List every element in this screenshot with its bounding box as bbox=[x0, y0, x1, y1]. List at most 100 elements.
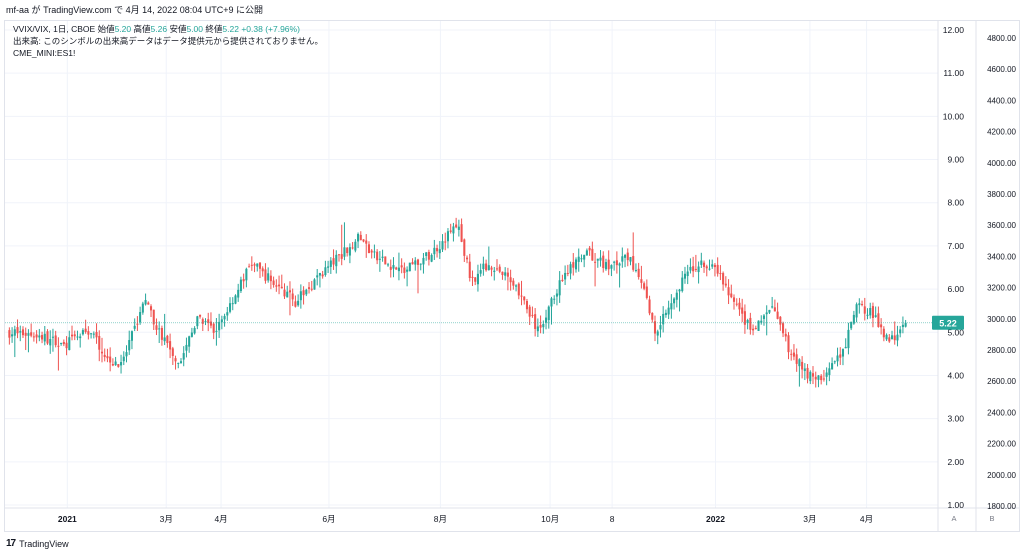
es-tick-label: 4600.00 bbox=[987, 65, 1016, 74]
candle-body bbox=[174, 358, 177, 362]
publisher-user[interactable]: mf-aa bbox=[6, 5, 30, 15]
scale-b-button[interactable]: B bbox=[989, 514, 995, 523]
candle-body bbox=[708, 268, 711, 270]
candle-body bbox=[149, 306, 153, 311]
candle-body bbox=[228, 303, 232, 312]
price-tick-label: 8.00 bbox=[947, 198, 964, 208]
es-tick-label: 4400.00 bbox=[987, 96, 1016, 105]
candle-body bbox=[117, 364, 120, 367]
candle-body bbox=[624, 254, 627, 258]
legend-low: 5.00 bbox=[186, 24, 204, 34]
header-site[interactable]: TradingView.com bbox=[43, 5, 112, 15]
candle-body bbox=[877, 313, 880, 327]
candle-body bbox=[476, 273, 479, 285]
candle-body bbox=[501, 271, 504, 276]
candle-body bbox=[656, 331, 659, 336]
candle-body bbox=[343, 247, 346, 257]
candle-body bbox=[389, 266, 392, 270]
footer-branding: 17 TradingView bbox=[6, 536, 69, 552]
candle-body bbox=[512, 280, 515, 286]
candle-body bbox=[321, 274, 324, 277]
candle-body bbox=[545, 317, 548, 323]
header-de: で bbox=[114, 5, 124, 15]
candle-body bbox=[381, 256, 384, 258]
candle-body bbox=[139, 312, 142, 323]
time-tick-label: 3月 bbox=[803, 514, 816, 524]
candle-body bbox=[539, 324, 542, 328]
candle-body bbox=[678, 289, 681, 292]
candle-body bbox=[147, 302, 150, 305]
candle-body bbox=[65, 342, 68, 349]
candle-body bbox=[245, 268, 248, 281]
legend-symbol[interactable]: VVIX/VIX, 1日, CBOE bbox=[13, 24, 96, 34]
candle-body bbox=[395, 267, 398, 270]
candle-body bbox=[373, 251, 376, 253]
candle-body bbox=[776, 311, 779, 319]
candle-body bbox=[13, 329, 16, 336]
legend-second-symbol[interactable]: CME_MINI:ES1! bbox=[13, 48, 76, 58]
price-tick-label: 1.00 bbox=[947, 500, 964, 510]
candle-body bbox=[757, 320, 760, 331]
candle-body bbox=[468, 261, 471, 278]
candle-body bbox=[828, 368, 831, 376]
candle-body bbox=[632, 256, 635, 270]
candle-body bbox=[634, 269, 637, 271]
candle-body bbox=[686, 271, 689, 277]
candle-body bbox=[38, 335, 41, 338]
candle-body bbox=[471, 276, 474, 278]
candle-body bbox=[367, 244, 370, 253]
candle-body bbox=[179, 361, 183, 363]
candle-body bbox=[841, 349, 845, 357]
header-ga: が bbox=[31, 5, 41, 15]
candle-body bbox=[188, 336, 191, 347]
auto-scale-button[interactable]: A bbox=[951, 514, 957, 523]
candle-body bbox=[220, 319, 223, 323]
candle-body bbox=[310, 288, 313, 290]
candle-body bbox=[335, 254, 338, 267]
candle-body bbox=[615, 260, 618, 266]
candle-body bbox=[613, 261, 616, 263]
candle-body bbox=[531, 314, 534, 316]
candle-body bbox=[479, 270, 482, 274]
candle-body bbox=[359, 234, 362, 241]
candle-body bbox=[640, 279, 643, 283]
candle-body bbox=[24, 332, 27, 336]
candle-body bbox=[904, 322, 907, 327]
candle-body bbox=[256, 263, 259, 267]
candle-body bbox=[577, 256, 580, 262]
candle-body bbox=[21, 329, 25, 336]
candle-body bbox=[673, 298, 676, 304]
candle-body bbox=[626, 252, 629, 261]
candle-body bbox=[318, 272, 321, 276]
candle-body bbox=[732, 297, 736, 302]
candle-body bbox=[594, 261, 597, 263]
candle-body bbox=[792, 352, 795, 357]
time-tick-label: 3月 bbox=[160, 514, 173, 524]
candle-body bbox=[487, 265, 490, 271]
candle-body bbox=[299, 291, 302, 301]
candle-body bbox=[204, 321, 207, 323]
candle-body bbox=[446, 231, 450, 242]
candle-body bbox=[357, 233, 360, 242]
es-tick-label: 2400.00 bbox=[987, 408, 1016, 417]
candle-body bbox=[604, 262, 608, 270]
candle-body bbox=[621, 256, 624, 262]
candle-body bbox=[694, 268, 697, 270]
candle-body bbox=[332, 258, 335, 265]
candle-body bbox=[602, 255, 605, 269]
legend-close: 5.22 bbox=[222, 24, 239, 34]
candle-body bbox=[49, 339, 52, 346]
time-tick-label: 8 bbox=[610, 514, 615, 524]
candle-body bbox=[455, 224, 458, 228]
candle-body bbox=[302, 290, 305, 296]
es-tick-label: 4000.00 bbox=[987, 159, 1016, 168]
candle-body bbox=[182, 353, 185, 360]
candle-body bbox=[711, 264, 714, 267]
time-tick-label: 2022 bbox=[706, 514, 725, 524]
es-tick-label: 3200.00 bbox=[987, 284, 1016, 293]
candle-body bbox=[523, 296, 526, 301]
candle-body bbox=[430, 254, 433, 262]
candle-body bbox=[825, 372, 828, 377]
candle-body bbox=[852, 314, 855, 324]
